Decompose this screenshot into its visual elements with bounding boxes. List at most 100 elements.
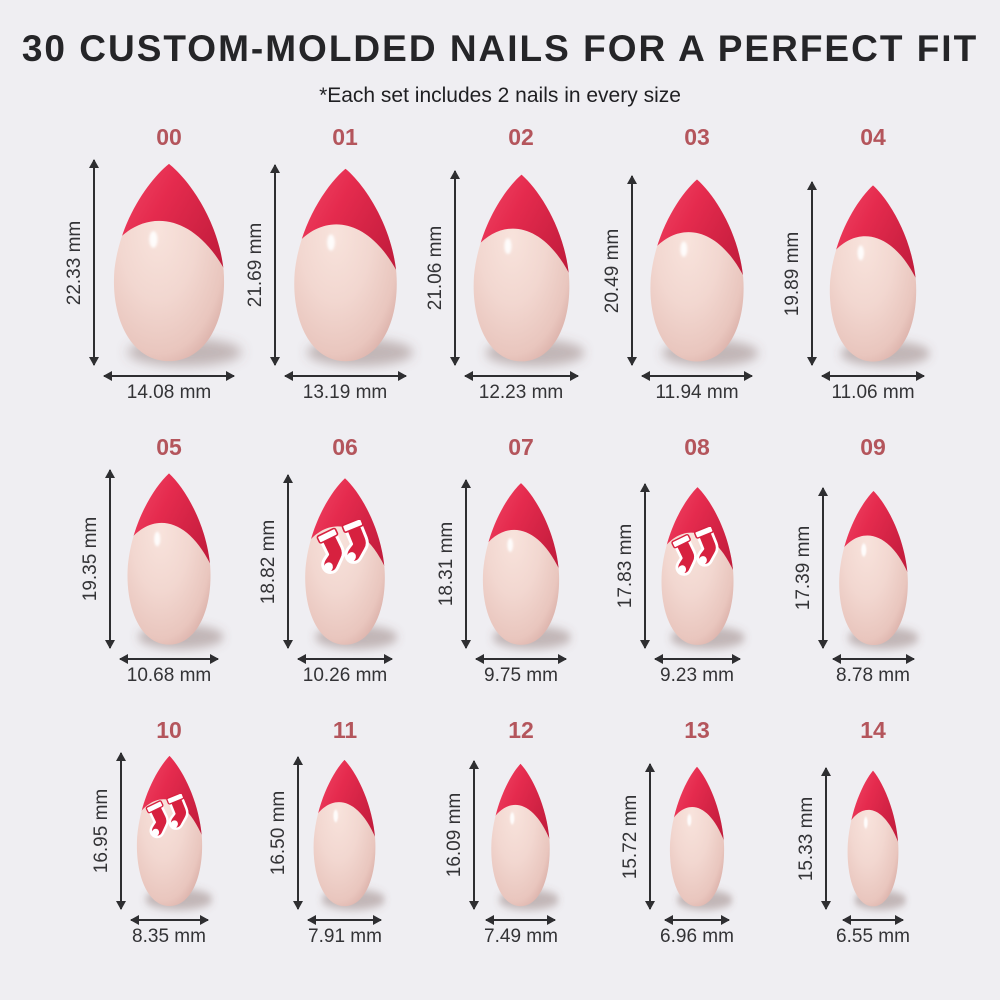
width-arrow (663, 915, 730, 925)
height-measure: 16.95 mm (89, 752, 126, 910)
nail-illustration (486, 761, 560, 910)
nail-illustration (843, 768, 907, 910)
nail-illustration (476, 480, 572, 650)
width-label: 9.75 mm (484, 665, 558, 686)
nail-size-cell-00: 00 22.33 mm 14.08 mm (60, 124, 242, 404)
nail-size-cell-07: 07 18.31 mm 9.75 mm (412, 434, 588, 687)
width-label: 13.19 mm (302, 382, 388, 403)
height-measure: 18.31 mm (434, 479, 471, 649)
height-measure: 20.49 mm (600, 175, 637, 366)
width-label: 8.78 mm (836, 665, 910, 686)
height-label: 16.09 mm (444, 792, 466, 878)
french-tip-nail-graphic (829, 185, 931, 367)
width-arrow (641, 371, 753, 381)
size-row: 05 19.35 mm 10.68 mm 06 18.82 mm 10.26 mm 07 18… (0, 434, 1000, 687)
nail-illustration (104, 160, 242, 367)
french-tip-nail-graphic (669, 766, 733, 910)
nail-column: 8.78 mm (831, 488, 919, 687)
height-measure: 22.33 mm (62, 159, 99, 366)
height-label: 20.49 mm (602, 228, 623, 313)
nail-illustration (833, 488, 919, 649)
height-arrow (293, 756, 304, 910)
french-tip-nail-graphic (491, 763, 560, 910)
height-measure: 21.69 mm (243, 164, 280, 366)
nail-column: 9.23 mm (653, 484, 745, 687)
width-label: 7.49 mm (484, 926, 558, 947)
nail-size-cell-06: 06 18.82 mm 10.26 mm (236, 434, 412, 687)
nail-measure-zone: 21.06 mm 12.23 mm (423, 160, 585, 404)
red-socks-decal (671, 526, 719, 576)
height-label: 17.39 mm (792, 525, 814, 611)
nail-size-cell-02: 02 21.06 mm 12.23 mm (412, 124, 588, 404)
height-arrow (115, 752, 126, 910)
width-arrow (485, 915, 557, 925)
height-label: 15.72 mm (620, 794, 642, 879)
size-number: 11 (332, 717, 358, 743)
height-measure: 18.82 mm (256, 474, 293, 649)
nail-illustration (285, 165, 413, 367)
nail-measure-zone: 21.69 mm 13.19 mm (243, 160, 413, 404)
nail-size-cell-13: 13 15.72 mm 6.96 mm (588, 717, 764, 948)
french-tip-nail-graphic (305, 478, 398, 650)
nail-illustration (298, 475, 398, 650)
nail-column: 12.23 mm (463, 171, 585, 404)
height-arrow (469, 760, 480, 910)
height-arrow (639, 483, 650, 649)
width-label: 11.94 mm (655, 382, 739, 403)
nail-column: 11.94 mm (641, 176, 759, 404)
size-number: 02 (508, 124, 534, 150)
height-label: 16.95 mm (90, 788, 112, 874)
width-arrow (297, 654, 393, 664)
width-arrow (283, 371, 407, 381)
height-arrow (807, 181, 817, 366)
width-arrow (841, 915, 904, 925)
height-label: 21.06 mm (424, 225, 446, 311)
height-measure: 16.09 mm (442, 760, 480, 910)
size-number: 07 (508, 434, 534, 460)
width-label: 9.23 mm (660, 665, 734, 686)
size-number: 09 (860, 434, 886, 460)
nail-column: 13.19 mm (283, 165, 413, 404)
nail-column: 14.08 mm (103, 160, 242, 404)
width-arrow (463, 371, 579, 381)
nail-illustration (120, 470, 224, 650)
height-measure: 21.06 mm (423, 170, 460, 366)
french-tip-nail-graphic (838, 491, 919, 649)
nail-column: 11.06 mm (821, 182, 931, 404)
nail-measure-zone: 19.89 mm 11.06 mm (780, 160, 931, 404)
nail-column: 9.75 mm (475, 480, 572, 687)
width-label: 6.55 mm (836, 926, 910, 947)
width-label: 7.91 mm (308, 926, 382, 947)
nail-column: 8.35 mm (129, 753, 213, 948)
width-label: 10.26 mm (302, 665, 388, 686)
french-tip-nail-graphic (293, 168, 413, 367)
size-row: 00 22.33 mm 14.08 mm 01 21.69 mm 13.19 mm 02 21… (0, 124, 1000, 404)
nail-measure-zone: 16.50 mm 7.91 mm (266, 753, 386, 948)
width-label: 11.06 mm (831, 382, 915, 403)
nail-column: 10.68 mm (119, 470, 224, 687)
nail-column: 10.26 mm (297, 475, 398, 687)
nail-size-cell-04: 04 19.89 mm 11.06 mm (764, 124, 940, 404)
size-number: 10 (156, 717, 182, 743)
nail-size-cell-11: 11 16.50 mm 7.91 mm (236, 717, 412, 948)
height-label: 22.33 mm (64, 220, 85, 305)
nail-illustration (131, 753, 213, 910)
height-arrow (89, 159, 99, 366)
height-label: 19.35 mm (80, 516, 101, 602)
width-label: 12.23 mm (478, 382, 564, 403)
size-number: 05 (156, 434, 182, 460)
width-arrow (475, 654, 567, 664)
header: 30 CUSTOM-MOLDED NAILS FOR A PERFECT FIT… (0, 28, 1000, 108)
size-number: 00 (156, 124, 182, 150)
height-measure: 17.83 mm (613, 483, 650, 649)
nail-size-cell-12: 12 16.09 mm 7.49 mm (412, 717, 588, 948)
nail-size-cell-01: 01 21.69 mm 13.19 mm (236, 124, 413, 404)
width-arrow (821, 371, 925, 381)
height-measure: 15.33 mm (794, 767, 832, 910)
french-tip-nail-graphic (127, 473, 224, 650)
nail-illustration (308, 757, 386, 910)
french-tip-nail-graphic (113, 163, 242, 367)
nail-size-cell-05: 05 19.35 mm 10.68 mm (60, 434, 236, 687)
height-label: 16.50 mm (268, 790, 290, 876)
size-number: 04 (860, 124, 886, 150)
